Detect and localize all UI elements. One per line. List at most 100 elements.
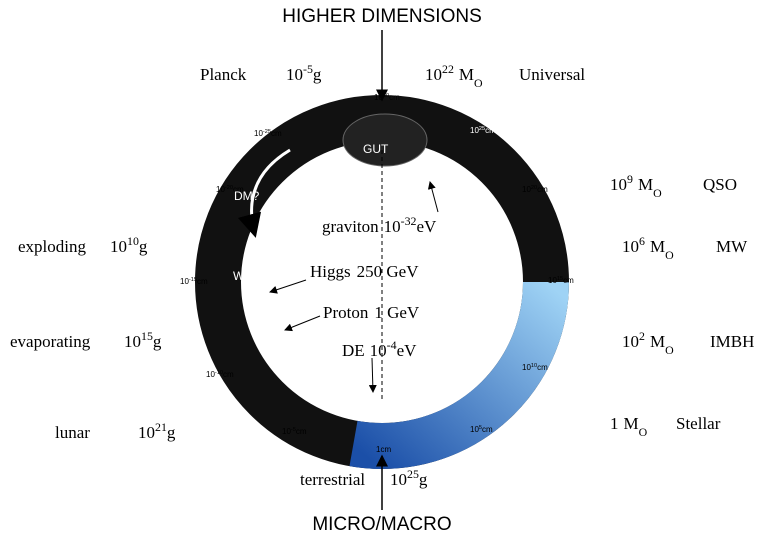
particle-label: DE 10-4eV (342, 338, 417, 360)
ring-scale-unit: cm (197, 277, 208, 286)
particle-label-name: Proton (323, 303, 369, 322)
ring-blue-arc (349, 281, 569, 469)
mass-value-unit-sub: O (665, 343, 674, 357)
particle-label-unit: eV (417, 217, 438, 236)
mass-value-unit-sub: O (474, 76, 483, 90)
ring-icon-label: GUT (363, 142, 389, 156)
mass-name-name: QSO (703, 175, 737, 194)
mass-value-base: 10 (390, 470, 407, 489)
mass-name: terrestrial (300, 470, 365, 489)
ring-scale-unit: cm (537, 185, 548, 194)
ring-scale-exp: -10 (215, 370, 223, 376)
ring-scale-unit: cm (389, 93, 400, 102)
ring-scale-unit: cm (563, 276, 574, 285)
ring-scale-unit: cm (485, 126, 496, 135)
ring-scale: 1025cm (470, 126, 496, 135)
top-label: HIGHER DIMENSIONS (282, 6, 482, 27)
ring-scale-base: 1 (376, 445, 381, 454)
mass-value-unit: g (139, 237, 148, 256)
mass-value-exp: 6 (639, 234, 645, 248)
ring-scale-unit: cm (223, 370, 234, 379)
ring-scale-exp: 30 (383, 93, 389, 99)
mass-value-unit-sub: O (639, 425, 648, 439)
mass-value-exp: 21 (155, 420, 167, 434)
ring-scale-base: 10 (206, 370, 215, 379)
ring-scale-base: 10 (254, 129, 263, 138)
mass-name: exploding (18, 237, 86, 256)
mass-value-base: 10 (286, 65, 303, 84)
snake-head (342, 113, 428, 167)
ring-scale-base: 10 (548, 276, 557, 285)
ring-scale: 105cm (470, 425, 493, 434)
mass-name: Stellar (676, 414, 721, 433)
mass-value: 1022 MO (425, 62, 483, 90)
mass-name: IMBH (710, 332, 754, 351)
arrow-proton (284, 315, 321, 332)
mass-name-name: lunar (55, 423, 90, 442)
particle-label-base: 10 (370, 341, 387, 360)
ring-scale: 1020cm (522, 185, 548, 194)
particle-label-value: 1 GeV (374, 303, 420, 322)
ring-scale-base: 10 (522, 363, 531, 372)
ring-scale-exp: -5 (291, 427, 296, 433)
ring-scale-base: 10 (470, 126, 479, 135)
ring-scale-base: 10 (282, 427, 291, 436)
ring-scale-base: 10 (180, 277, 189, 286)
mass-name-name: IMBH (710, 332, 754, 351)
mass-value-exp: 25 (407, 467, 419, 481)
ring-scale-unit: cm (482, 425, 493, 434)
mass-value-exp: 2 (639, 329, 645, 343)
mass-value: 10-5g (286, 62, 322, 84)
ring-scale: 10-25cm (254, 129, 282, 138)
mass-value: 1021g (138, 420, 176, 442)
ring-scale-base: 10 (470, 425, 479, 434)
particle-label-name: DE (342, 341, 365, 360)
ring-scale: 10-5cm (282, 427, 307, 436)
mass-name-name: evaporating (10, 332, 91, 351)
mass-value-unit: g (167, 423, 176, 442)
ring-scale-base: 10 (374, 93, 383, 102)
particle-label-exp: -4 (387, 338, 397, 352)
particle-label-value: 250 GeV (357, 262, 420, 281)
ring-scale-exp: -25 (263, 129, 271, 135)
mass-value-exp: 9 (627, 172, 633, 186)
ring-scale-exp: 15 (557, 276, 563, 282)
ring-scale-exp: 5 (479, 425, 482, 431)
ring-scale-unit: cm (537, 363, 548, 372)
ring-scale-exp: -15 (189, 277, 197, 283)
mass-name-name: MW (716, 237, 748, 256)
ring-scale-exp: 10 (531, 363, 537, 369)
mass-value: 109 MO (610, 172, 662, 200)
mass-value-base: 10 (425, 65, 442, 84)
mass-value-base: 10 (138, 423, 155, 442)
mass-value-unit-sub: O (653, 186, 662, 200)
mass-name-name: Universal (519, 65, 585, 84)
mass-name-name: exploding (18, 237, 86, 256)
dm-arrow (237, 148, 291, 238)
mass-value-base: 10 (610, 175, 627, 194)
ring-scale: 1030cm (374, 93, 400, 102)
mass-value-base: 10 (622, 237, 639, 256)
mass-value-exp: 15 (141, 329, 153, 343)
ring-scale-base: 10 (522, 185, 531, 194)
particle-label-name: graviton (322, 217, 379, 236)
ring-scale: 1015cm (548, 276, 574, 285)
ring-scale-exp: 25 (479, 126, 485, 132)
ring-scale-unit: cm (233, 185, 244, 194)
mass-value: 102 MO (622, 329, 674, 357)
mass-value-unit: g (313, 65, 322, 84)
particle-label-base: 10 (384, 217, 401, 236)
mass-value-unit: M (650, 332, 665, 351)
arrow-de (368, 357, 377, 393)
mass-value-unit: M (638, 175, 653, 194)
mass-name: lunar (55, 423, 90, 442)
mass-name: evaporating (10, 332, 91, 351)
mass-name-name: terrestrial (300, 470, 365, 489)
mass-value-base: 10 (124, 332, 141, 351)
ring-scale-unit: cm (271, 129, 282, 138)
mass-value-unit: M (624, 414, 639, 433)
arrow-graviton (427, 181, 439, 213)
ring-scale-exp: -20 (225, 185, 233, 191)
mass-name: Planck (200, 65, 247, 84)
